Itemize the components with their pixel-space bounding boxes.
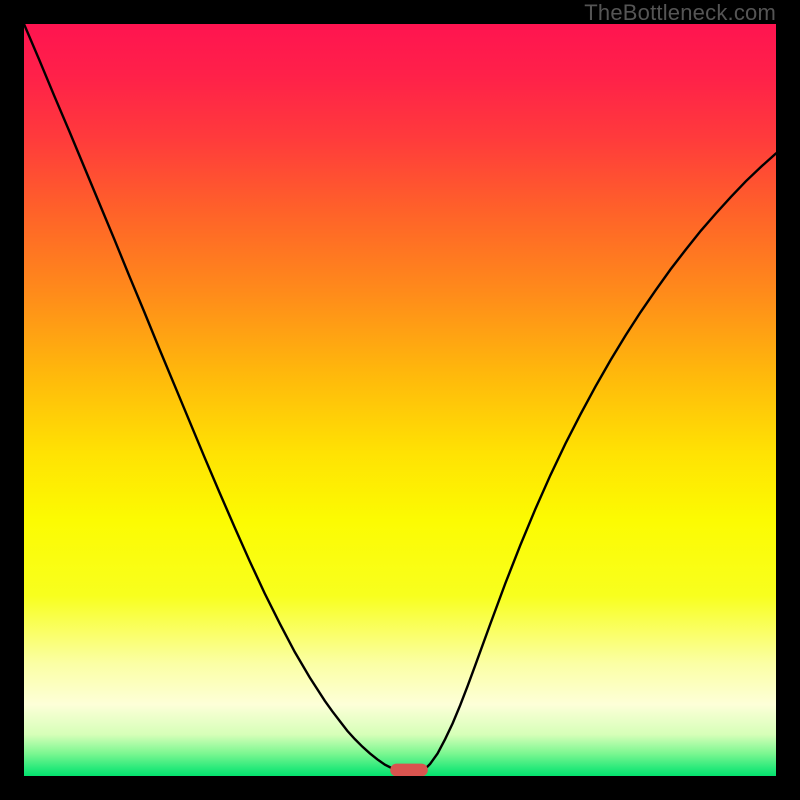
- plot-area: [24, 24, 776, 776]
- chart-svg: [24, 24, 776, 776]
- plot-background: [24, 24, 776, 776]
- chart-frame: TheBottleneck.com: [0, 0, 800, 800]
- minimum-marker: [390, 764, 428, 776]
- watermark-text: TheBottleneck.com: [584, 0, 776, 26]
